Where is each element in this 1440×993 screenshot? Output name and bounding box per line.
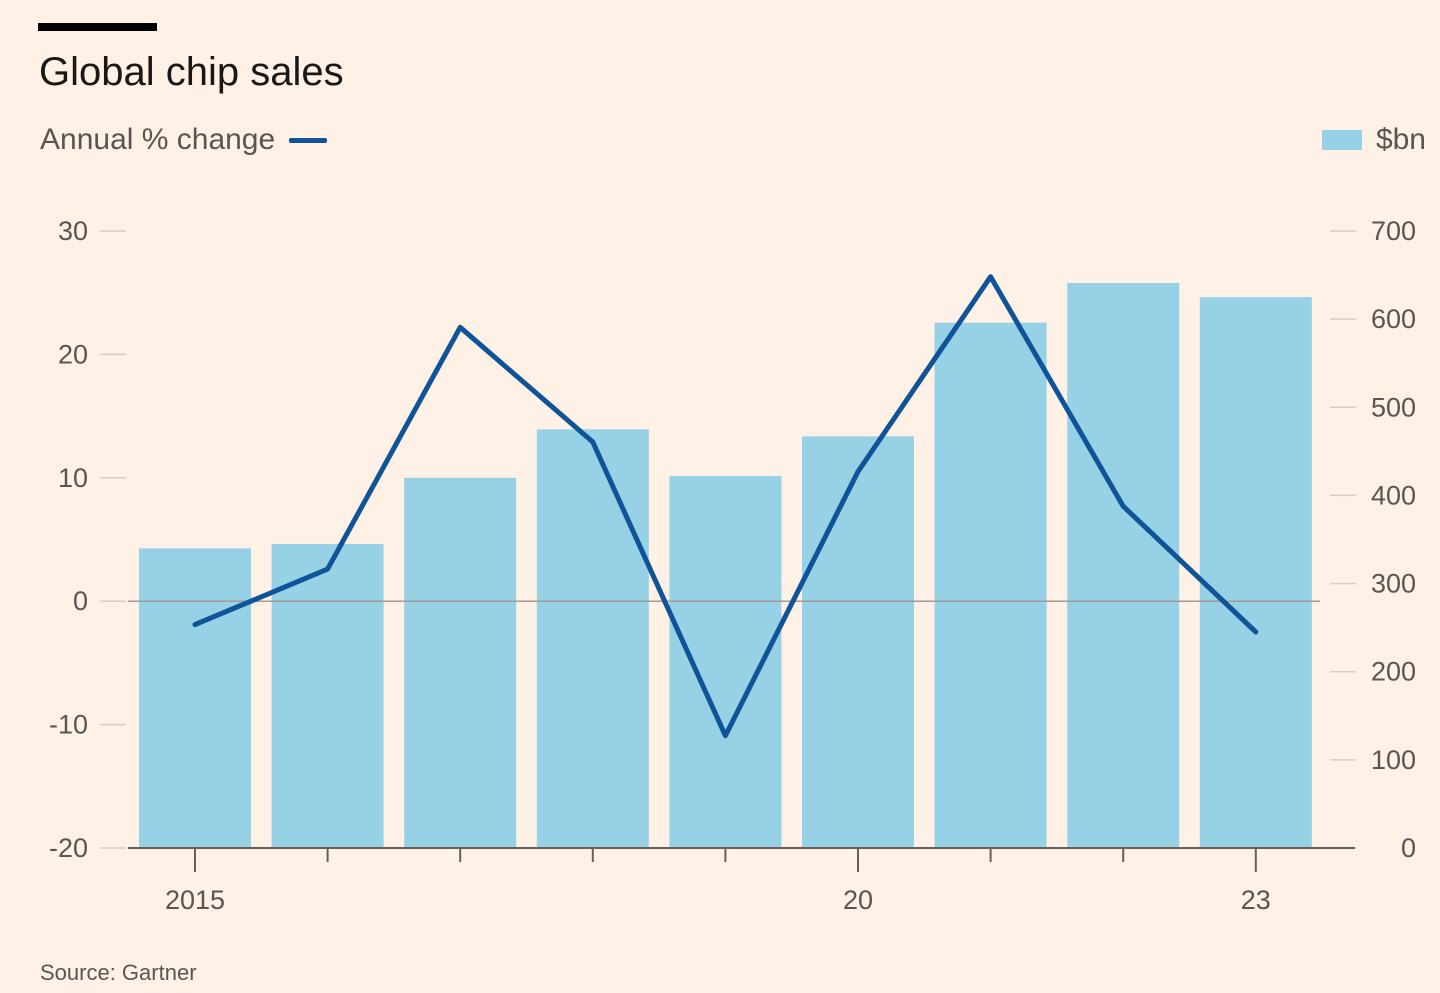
source-note: Source: Gartner <box>40 960 197 985</box>
right-axis-tick-label: 300 <box>1371 569 1416 599</box>
bar-20 <box>802 436 914 848</box>
right-axis-tick-label: 400 <box>1371 480 1416 510</box>
right-axis-tick-label: 600 <box>1371 304 1416 334</box>
x-axis-tick-label: 23 <box>1241 885 1271 915</box>
legend-bar: $bn <box>1321 123 1426 157</box>
legend-line-swatch <box>289 137 328 143</box>
right-axis-tick-label: 700 <box>1371 216 1416 246</box>
x-axis-tick-label: 2015 <box>165 885 225 915</box>
right-axis-tick-label: 500 <box>1371 392 1416 422</box>
legend-bar-swatch <box>1321 130 1362 150</box>
bar-2015 <box>139 548 251 848</box>
bar-2016 <box>271 543 384 848</box>
legend-bar-label: $bn <box>1375 123 1426 156</box>
left-axis-tick-label: -20 <box>49 833 88 863</box>
right-axis-tick-label: 200 <box>1371 657 1416 687</box>
header-accent-bar <box>38 23 157 31</box>
x-axis-tick-label: 20 <box>843 885 873 915</box>
chart-title: Global chip sales <box>39 50 344 94</box>
left-axis-tick-label: 10 <box>58 463 88 493</box>
left-axis-tick-label: 30 <box>58 216 88 246</box>
right-axis-tick-label: 0 <box>1401 833 1416 863</box>
bar-2022 <box>1067 283 1180 848</box>
left-axis-tick-label: 20 <box>58 339 88 369</box>
legend-line-label: Annual % change <box>40 123 276 156</box>
left-axis-tick-label: -10 <box>49 710 88 740</box>
legend-line: Annual % change <box>40 123 328 157</box>
bar-2018 <box>536 429 649 848</box>
left-axis-tick-label: 0 <box>73 586 88 616</box>
bar-23 <box>1199 297 1312 848</box>
right-axis-tick-label: 100 <box>1371 745 1416 775</box>
bar-2021 <box>934 322 1047 848</box>
bar-2017 <box>404 477 517 848</box>
